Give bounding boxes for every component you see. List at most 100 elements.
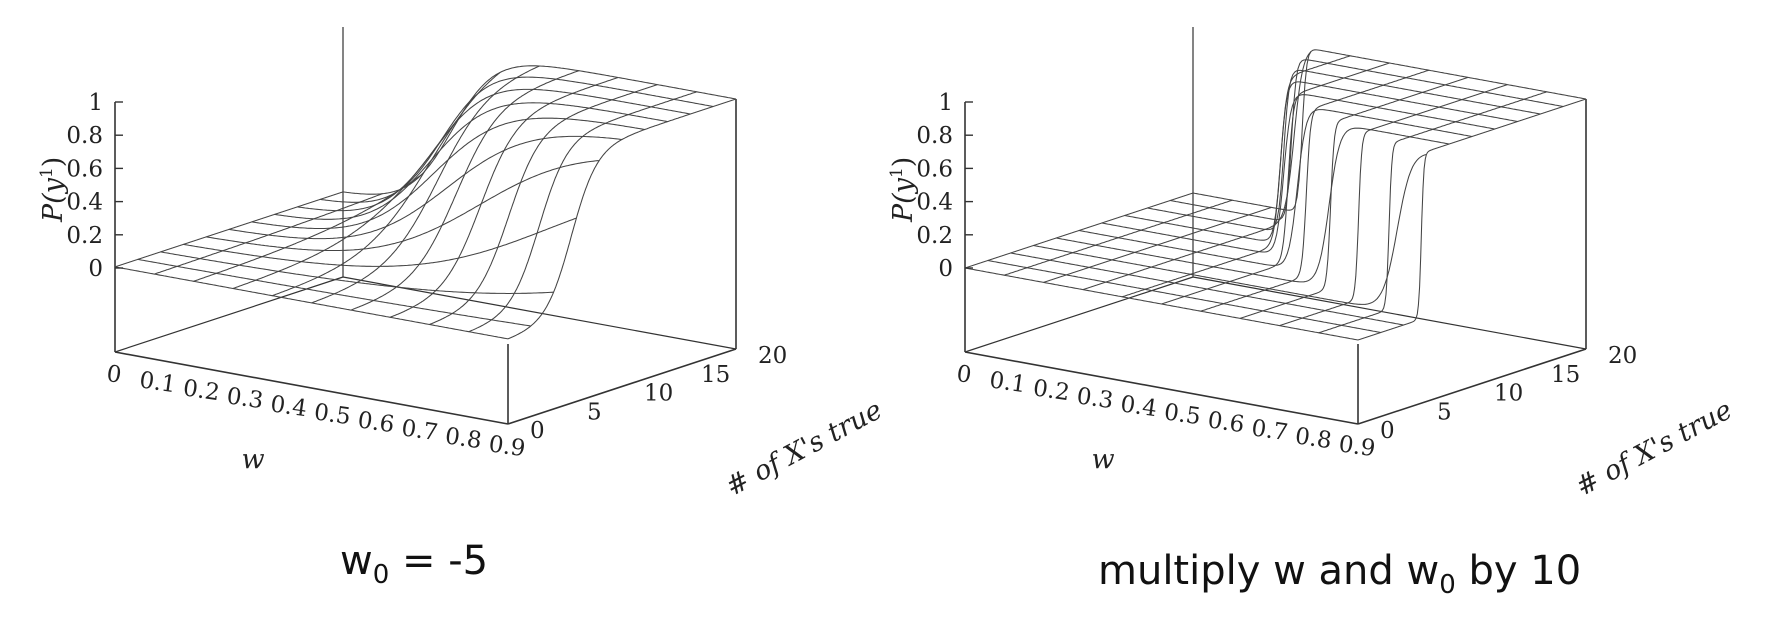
mesh-line-w [1239,76,1469,319]
z-tick-label: 0.4 [916,190,953,216]
mesh-line-n [297,88,691,212]
mesh-line-n [251,117,645,230]
base-edge-front [114,351,509,425]
x-tick-label: 0.4 [269,391,309,422]
y-tick-label: 20 [1608,343,1637,369]
frame [114,27,737,425]
y-tick-label: 5 [1437,399,1452,425]
base-edge-right [1357,348,1587,425]
y-axis-label: # of X's true [1571,394,1730,502]
y-tick-label: 10 [644,381,673,407]
mesh-line-n [183,217,577,267]
mesh-line-w [1279,84,1508,327]
z-axis-label: P(y1) [37,157,69,223]
mesh-line-n [160,251,554,295]
z-tick-label: 0.8 [916,123,953,149]
y-tick-label: 10 [1494,381,1523,407]
mesh-line-n [987,259,1381,334]
y-tick-label: 15 [1551,362,1580,388]
mesh-line-w [468,91,697,333]
x-tick-label: 0.6 [1206,407,1246,438]
mesh-line-n [1124,81,1518,241]
base-edge-back [1192,276,1587,350]
base-edge-right [507,348,737,425]
y-tick-label: 0 [530,418,545,444]
caption-right: multiply w and w0 by 10 [1098,548,1582,600]
x-tick-label: 0.5 [1162,399,1202,430]
y-tick-label: 0 [1380,418,1395,444]
mesh-line-w [311,65,540,304]
surface-plot-right: 00.20.40.60.810 0.1 0.2 0.3 0.4 0.5 0.6 0.7 0.8 0… [887,27,1730,503]
mesh-line-n [1078,109,1473,266]
z-tick-label: 0.6 [66,156,103,182]
mesh-line-n [114,266,509,340]
x-tick-label: 0.2 [1031,375,1071,406]
x-tick-label: 0.9 [1337,431,1377,462]
mesh-line-w [1082,51,1312,291]
surface-mesh [114,65,737,340]
mesh-line-w [154,193,383,275]
z-tick-label: 1 [88,90,103,116]
y-tick-label: 15 [701,362,730,388]
mesh-line-n [228,135,623,240]
base-edge-back [342,276,737,350]
mesh-line-n [1010,252,1404,326]
base-edge-left [964,276,1194,353]
z-tick-label: 0.6 [916,156,953,182]
x-tick-label: 0.4 [1119,391,1159,422]
x-tick-label: 0.9 [487,431,527,462]
mesh-line-n [137,258,531,327]
x-tick-label: 0.1 [988,367,1028,398]
x-tick-label: 0.3 [225,383,265,414]
x-tick-label: 0.3 [1075,383,1115,414]
x-ticks: 0 0.1 0.2 0.3 0.4 0.5 0.6 0.7 0.8 0.9 [955,361,1377,462]
mesh-line-w [389,77,619,318]
z-tick-label: 0.2 [66,223,103,249]
y-tick-label: 5 [587,399,602,425]
z-tick-label: 0 [938,256,953,282]
y-ticks: 0 5 10 15 20 [530,343,787,444]
x-tick-label: 0 [955,361,973,389]
mesh-line-n [1033,153,1427,305]
x-tick-label: 0.8 [1293,423,1333,454]
mesh-line-n [1101,94,1495,253]
mesh-line-n [1147,69,1541,231]
x-tick-label: 0.5 [312,399,352,430]
z-tick-label: 0.4 [66,190,103,216]
mesh-line-w [1200,69,1429,312]
z-tick-label: 0.2 [916,223,953,249]
mesh-line-n [206,160,600,252]
x-tick-label: 0.7 [400,415,440,446]
surface-mesh [964,49,1587,341]
x-tick-label: 0.1 [138,367,178,398]
z-tick-label: 0 [88,256,103,282]
mesh-line-n [1192,49,1587,211]
mesh-line-n [274,102,668,220]
mesh-line-n [342,65,737,195]
x-axis-label: w [242,444,265,475]
x-tick-label: 0.7 [1250,415,1290,446]
mesh-line-n [320,76,714,203]
mesh-line-w [429,84,658,325]
mesh-line-n [1170,59,1564,221]
caption-left: w0 = -5 [340,538,489,590]
x-tick-label: 0 [105,361,123,389]
frame [964,27,1587,425]
z-ticks: 0 0.2 0.4 0.6 0.8 1 [916,90,973,282]
base-edge-left [114,276,344,353]
mesh-line-w [1122,55,1351,298]
z-ticks: 0 0.2 0.4 0.6 0.8 1 [66,90,123,282]
y-tick-label: 20 [758,343,787,369]
x-axis-label: w [1092,444,1115,475]
x-ticks: 0 0.1 0.2 0.3 0.4 0.5 0.6 0.7 0.8 0.9 [105,361,527,462]
z-tick-label: 0.8 [66,123,103,149]
z-axis-label: P(y1) [887,157,919,223]
mesh-line-n [1056,127,1450,283]
mesh-line-w [1357,98,1587,341]
y-ticks: 0 5 10 15 20 [1380,343,1637,444]
x-tick-label: 0.8 [443,423,483,454]
z-tick-label: 1 [938,90,953,116]
mesh-line-w [507,98,737,340]
x-tick-label: 0.6 [356,407,396,438]
